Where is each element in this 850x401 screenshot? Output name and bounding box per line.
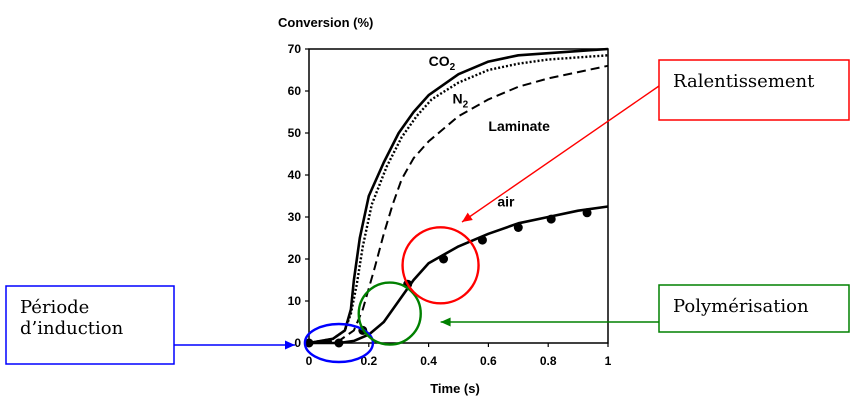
y-tick-label: 50 <box>288 126 302 140</box>
series-label-sub: 2 <box>463 100 469 111</box>
y-tick-label: 30 <box>288 210 302 224</box>
induction-label: Période <box>20 297 89 318</box>
polymerisation-label: Polymérisation <box>673 296 809 317</box>
series-line-air <box>309 205 609 345</box>
ralentissement-box <box>658 59 850 121</box>
plot-frame <box>308 48 609 344</box>
x-axis-label: Time (s) <box>430 381 480 396</box>
series-label-laminate: Laminate <box>488 118 550 134</box>
air-data-point <box>546 214 556 224</box>
induction-box <box>5 285 175 365</box>
series-label-main: CO <box>429 53 450 69</box>
ralentissement-arrow <box>461 85 660 223</box>
air-data-point <box>513 223 523 232</box>
polymerisation-circle <box>357 281 422 346</box>
x-tick-label: 0 <box>306 354 313 368</box>
x-tick-label: 0.8 <box>540 354 557 368</box>
ralentissement-circle <box>401 226 480 305</box>
series-label-main: N <box>453 91 463 107</box>
x-axis-ticks: 0 0.2 0.4 0.6 0.8 1 <box>306 343 612 368</box>
induction-arrowhead <box>285 340 295 350</box>
induction-label: d’induction <box>20 318 124 339</box>
series-label-main: Laminate <box>488 118 550 134</box>
series-line-n2 <box>308 54 609 345</box>
series-label-co2: CO2 <box>429 53 456 73</box>
ralentissement-label: Ralentissement <box>673 71 815 92</box>
air-data-point <box>304 338 314 348</box>
series-label-air: air <box>497 194 515 210</box>
air-data-point <box>582 208 592 218</box>
y-tick-label: 60 <box>288 84 302 98</box>
air-data-point <box>477 235 487 245</box>
polymerisation-arrowhead <box>440 317 451 327</box>
series-label-main: air <box>497 194 515 210</box>
series-label-sub: 2 <box>450 62 456 73</box>
series-label-n2: N2 <box>453 91 469 111</box>
y-axis-ticks: 0 10 20 30 40 50 60 70 <box>288 42 309 350</box>
x-tick-label: 0.2 <box>360 354 377 368</box>
x-tick-label: 0.4 <box>420 354 437 368</box>
air-data-point <box>334 338 344 348</box>
polymerisation-box <box>658 284 850 333</box>
ralentissement-arrowhead <box>462 212 473 222</box>
y-tick-label: 10 <box>288 294 302 308</box>
air-data-point <box>439 254 449 264</box>
y-tick-label: 40 <box>288 168 302 182</box>
y-tick-label: 20 <box>288 252 302 266</box>
x-tick-label: 0.6 <box>480 354 497 368</box>
x-tick-label: 1 <box>605 354 612 368</box>
y-tick-label: 0 <box>294 336 301 350</box>
y-axis-label: Conversion (%) <box>278 15 373 30</box>
induction-circle <box>303 322 375 364</box>
y-tick-label: 70 <box>288 42 302 56</box>
